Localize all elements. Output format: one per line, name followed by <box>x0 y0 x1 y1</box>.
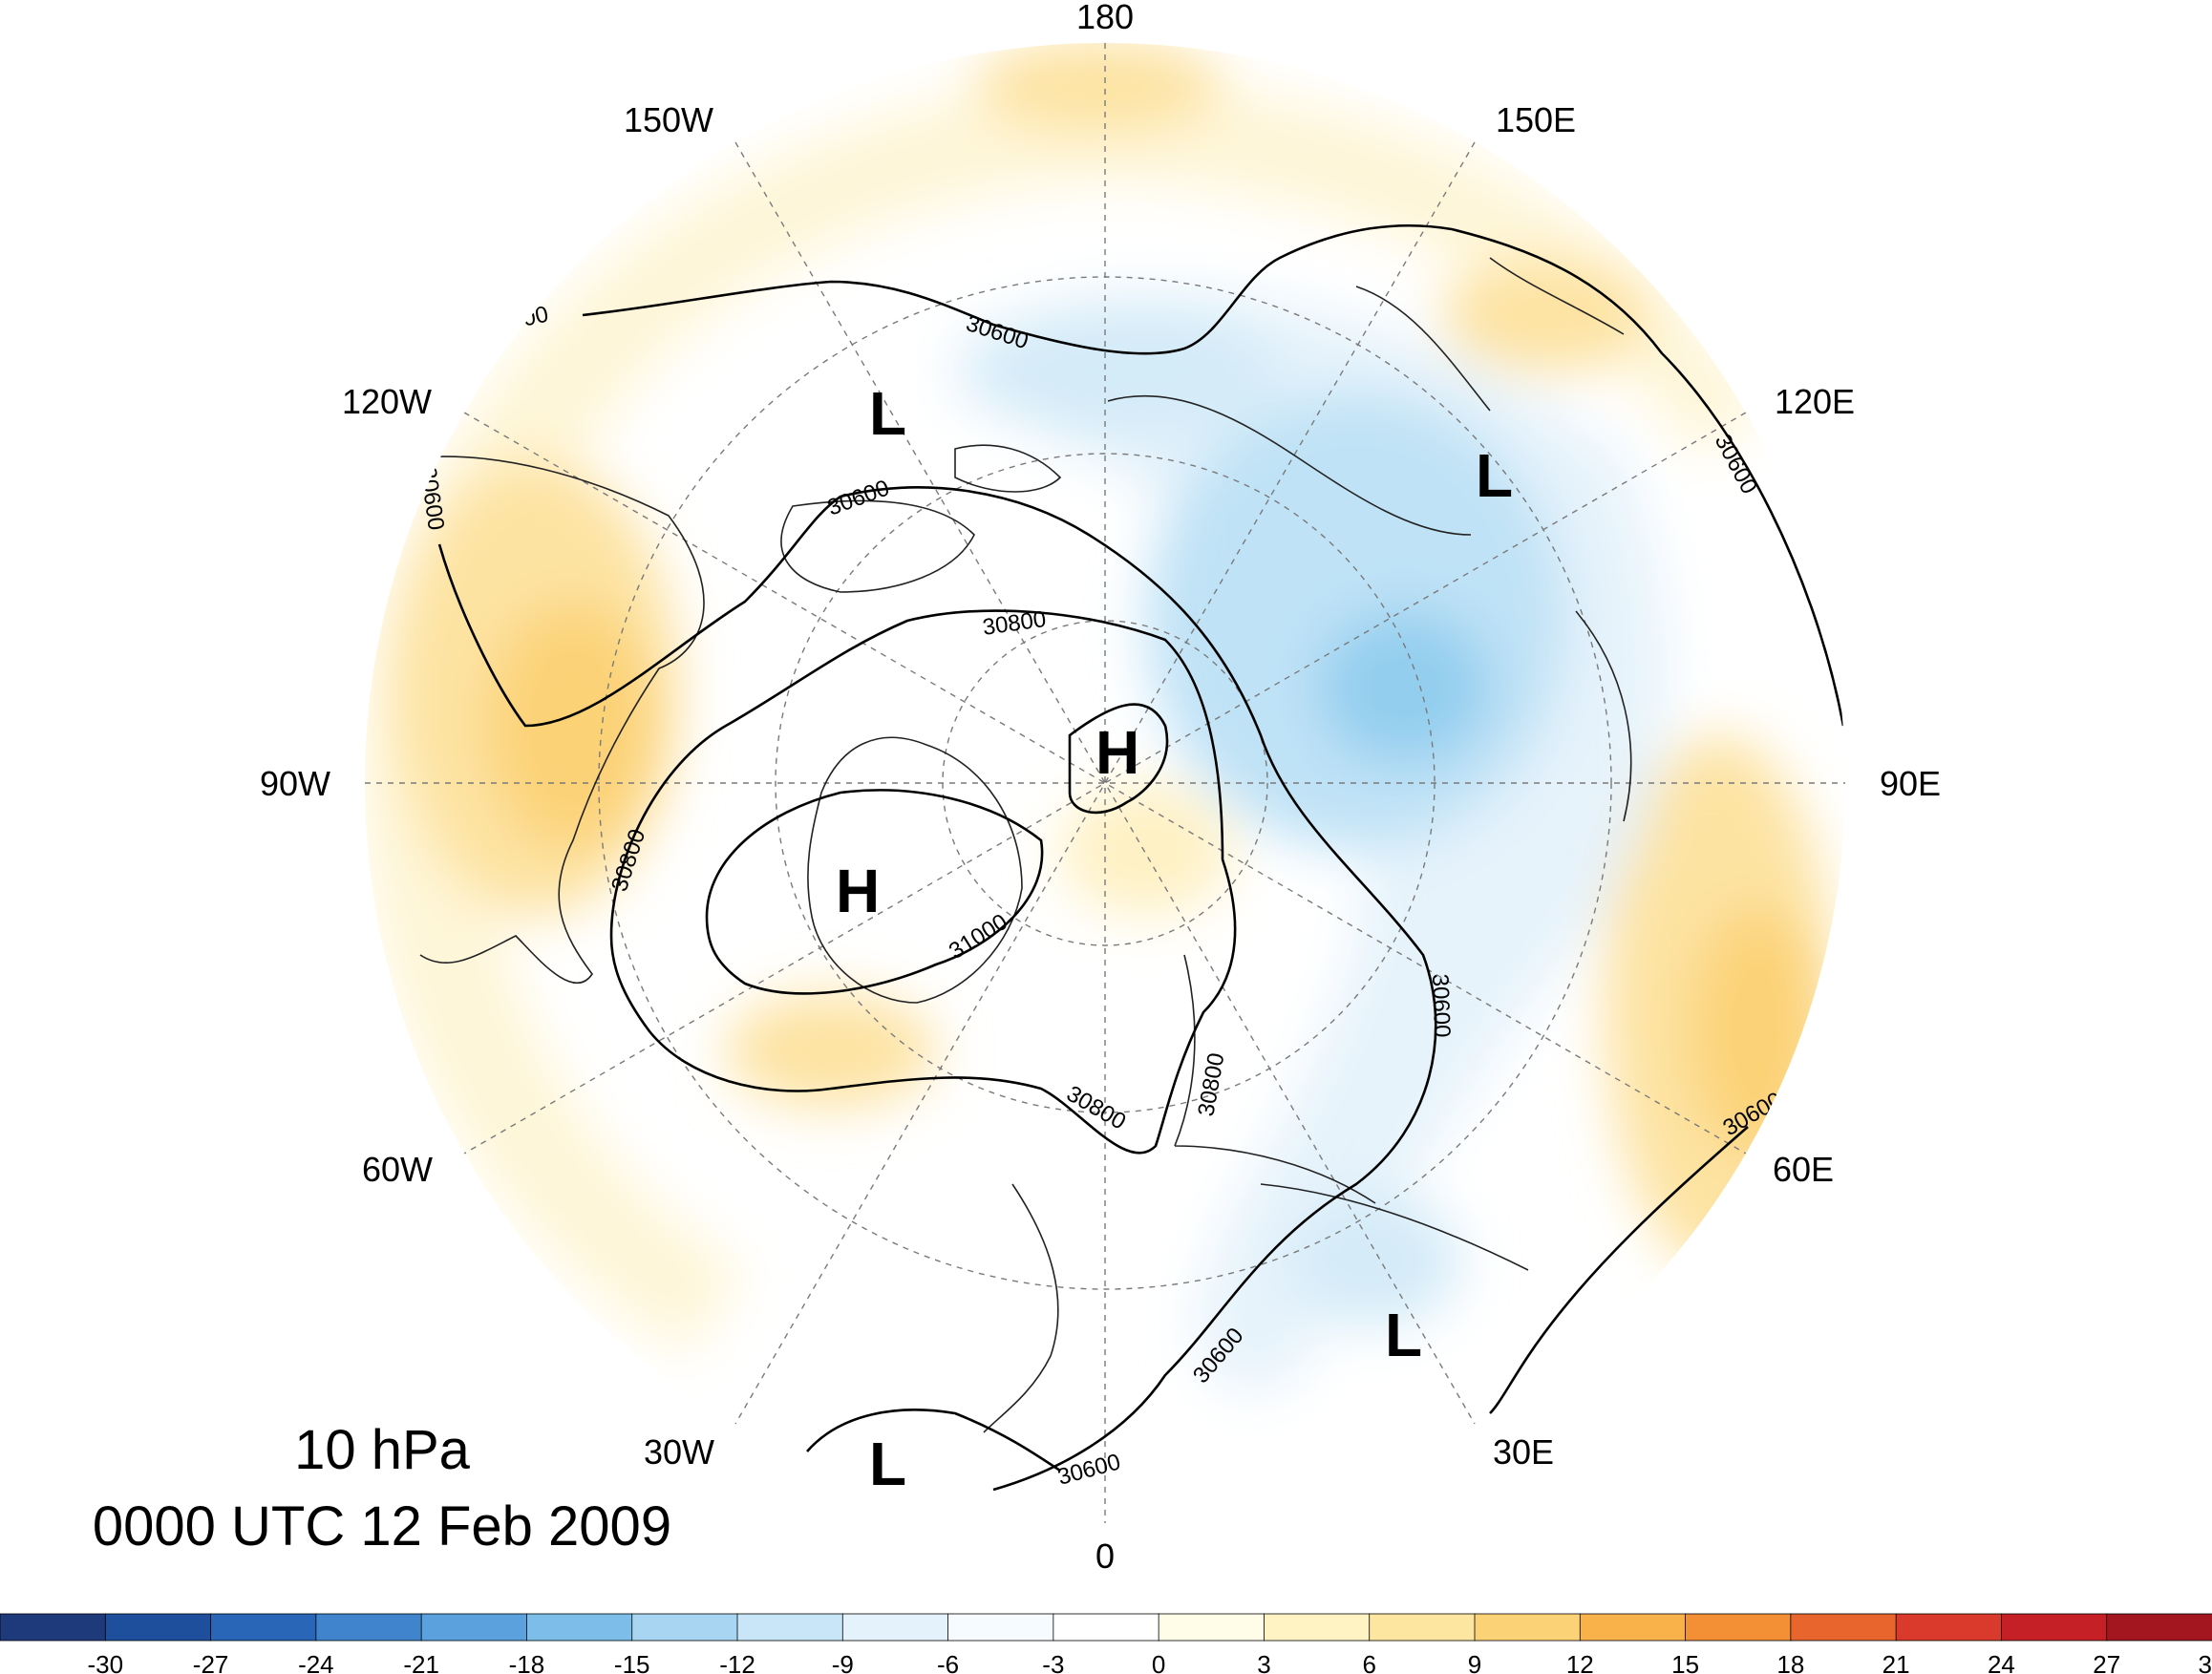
anomaly-shading <box>365 43 1834 1391</box>
colorbar-swatch <box>1369 1613 1476 1642</box>
colorbar-swatch <box>736 1613 844 1642</box>
high-center-label: H <box>1095 718 1139 787</box>
colorbar-swatch <box>0 1613 107 1642</box>
contour-30600-pacific <box>582 224 1845 727</box>
colorbar-tick-label: -27 <box>193 1650 229 1674</box>
colorbar-swatch <box>1474 1613 1582 1642</box>
colorbar-swatch <box>1053 1613 1160 1642</box>
colorbar-swatches <box>0 1613 2212 1642</box>
colorbar-swatch <box>1158 1613 1266 1642</box>
high-center-label: H <box>836 857 880 925</box>
title-block: 10 hPa 0000 UTC 12 Feb 2009 <box>93 1419 671 1557</box>
colorbar-swatch <box>1264 1613 1371 1642</box>
colorbar-swatch <box>631 1613 738 1642</box>
colorbar-tick-label: -9 <box>832 1650 854 1674</box>
colorbar-tick-label: -6 <box>937 1650 959 1674</box>
valid-time-title: 0000 UTC 12 Feb 2009 <box>93 1495 671 1557</box>
colorbar-swatch <box>526 1613 633 1642</box>
colorbar-swatch <box>210 1613 317 1642</box>
colorbar-swatch <box>420 1613 528 1642</box>
colorbar-tick-label: -24 <box>298 1650 334 1674</box>
low-center-label: L <box>1476 441 1513 510</box>
colorbar-swatch <box>1579 1613 1687 1642</box>
colorbar-tick-label: -21 <box>403 1650 439 1674</box>
lon-label-150w: 150W <box>624 100 713 139</box>
lon-label-30e: 30E <box>1493 1432 1554 1472</box>
pressure-level-title: 10 hPa <box>294 1419 471 1481</box>
colorbar-tick-label: 12 <box>1566 1650 1594 1674</box>
height-contours <box>437 224 1845 1492</box>
lon-label-60w: 60W <box>362 1150 433 1189</box>
colorbar-tick-label: -12 <box>719 1650 755 1674</box>
colorbar-swatch <box>2106 1613 2212 1642</box>
colorbar-swatch <box>841 1613 949 1642</box>
graticule <box>365 43 1845 1523</box>
contour-30600-south <box>806 1409 1061 1473</box>
lon-label-60e: 60E <box>1773 1150 1834 1189</box>
colorbar-labels: -30 -27 -24 -21 -18 -15 -12 -9 -6 -3 0 3 6 9 12 15 18 21 2… <box>87 1650 2212 1674</box>
lon-label-0: 0 <box>1095 1536 1115 1576</box>
low-center-label: L <box>1385 1301 1422 1369</box>
contour-30800 <box>609 609 1237 1155</box>
colorbar-tick-label: 9 <box>1468 1650 1481 1674</box>
lon-label-180: 180 <box>1076 0 1134 36</box>
colorbar-tick-label: -15 <box>614 1650 650 1674</box>
colorbar-tick-label: 15 <box>1671 1650 1699 1674</box>
contour-30600-atlantic <box>437 486 1437 1492</box>
colorbar-tick-label: 27 <box>2093 1650 2120 1674</box>
colorbar-swatch <box>1685 1613 1792 1642</box>
colorbar-tick-label: -18 <box>509 1650 545 1674</box>
contour-30800-ridge <box>1068 703 1169 815</box>
colorbar-tick-label: -30 <box>87 1650 123 1674</box>
colorbar-swatch <box>1895 1613 2003 1642</box>
pressure-centers: L L L L H H <box>836 379 1513 1498</box>
colorbar-tick-label: -3 <box>1042 1650 1064 1674</box>
lon-label-150e: 150E <box>1496 100 1576 139</box>
colorbar-tick-label: 24 <box>1988 1650 2015 1674</box>
lon-label-90w: 90W <box>260 764 330 803</box>
colorbar-tick-label: 30 <box>2199 1650 2212 1674</box>
lon-label-120e: 120E <box>1775 382 1855 421</box>
contour-31000 <box>705 789 1044 995</box>
lon-label-30w: 30W <box>644 1432 714 1472</box>
colorbar-tick-label: 21 <box>1882 1650 1910 1674</box>
colorbar-swatch <box>947 1613 1054 1642</box>
contour-30600-east <box>1489 1126 1749 1414</box>
colorbar-tick-label: 18 <box>1776 1650 1804 1674</box>
colorbar-tick-label: 6 <box>1362 1650 1375 1674</box>
low-center-label: L <box>869 1430 906 1498</box>
colorbar-swatch <box>315 1613 423 1642</box>
lon-label-90e: 90E <box>1880 764 1941 803</box>
colorbar-tick-label: 0 <box>1152 1650 1165 1674</box>
contour-label: 30600 <box>1427 973 1455 1038</box>
map-disc: 30600 30600 30600 30600 30600 30600 3060… <box>365 43 1845 1523</box>
colorbar-swatch <box>104 1613 212 1642</box>
coastlines <box>410 257 1632 1433</box>
colorbar-swatch <box>1790 1613 1898 1642</box>
colorbar-swatch <box>2001 1613 2108 1642</box>
colorbar-tick-label: 3 <box>1257 1650 1270 1674</box>
longitude-labels: 180 150E 120E 90E 60E 30E 0 30W 60W 90W … <box>260 0 1941 1576</box>
lon-label-120w: 120W <box>342 382 432 421</box>
colorbar: -30 -27 -24 -21 -18 -15 -12 -9 -6 -3 0 3 6 9 12 15 18 21 2… <box>0 1613 2212 1674</box>
low-center-label: L <box>869 379 906 448</box>
